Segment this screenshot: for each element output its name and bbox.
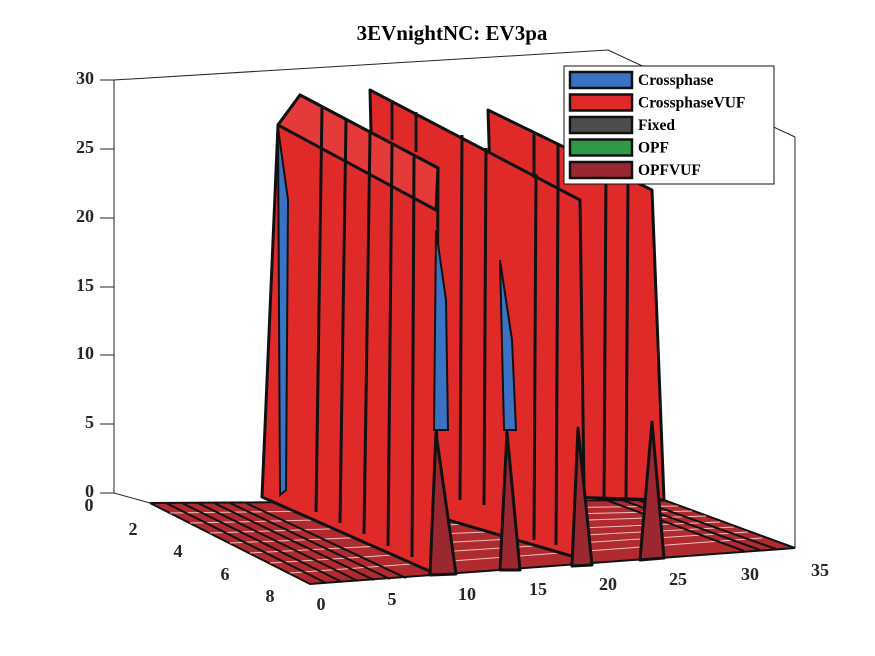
y-tick-label: 8 [266,586,275,606]
legend: Crossphase CrossphaseVUF Fixed OPF OPFVUF [563,65,775,185]
z-tick-labels: 0 5 10 15 20 25 30 [76,68,94,501]
legend-label-fixed: Fixed [638,117,675,134]
y-tick-label: 2 [129,519,138,539]
legend-swatch-crossphasevuf [568,93,634,112]
z-tick-label: 10 [76,343,94,363]
y-tick-label: 4 [174,541,183,561]
z-tick-label: 5 [85,412,94,432]
x-tick-label: 5 [388,589,397,609]
x-tick-label: 20 [599,574,617,594]
z-tick-marks [100,79,114,494]
x-tick-labels: 0 5 10 15 20 25 30 35 [317,560,830,614]
x-tick-label: 15 [529,579,547,599]
legend-swatch-crossphase [568,70,634,90]
legend-label-crossphase: Crossphase [638,72,714,89]
ribbon-grid-lines [314,100,630,558]
crossphasevuf-surface [260,88,666,576]
legend-label-opf: OPF [638,140,669,157]
y-tick-label: 6 [221,564,230,584]
y-tick-label: 0 [85,495,94,515]
crossphase-surface [277,127,518,498]
x-tick-label: 25 [669,569,687,589]
legend-label-opfvuf: OPFVUF [638,162,701,179]
legend-swatch-opfvuf [568,160,634,180]
legend-swatch-opf [568,138,634,157]
x-tick-label: 30 [741,564,759,584]
z-tick-label: 20 [76,206,94,226]
opfvuf-surface [428,420,666,577]
legend-label-crossphasevuf: CrossphaseVUF [638,95,745,112]
z-tick-label: 15 [76,275,94,295]
y-tick-labels: 0 2 4 6 8 [85,495,275,606]
chart-title: 3EVnightNC: EV3pa [357,21,548,45]
x-tick-label: 35 [811,560,829,580]
x-tick-label: 10 [458,584,476,604]
z-tick-label: 30 [76,68,94,88]
z-tick-label: 0 [85,481,94,501]
z-tick-label: 25 [76,137,94,157]
legend-swatch-fixed [568,115,634,135]
x-tick-label: 0 [317,594,326,614]
